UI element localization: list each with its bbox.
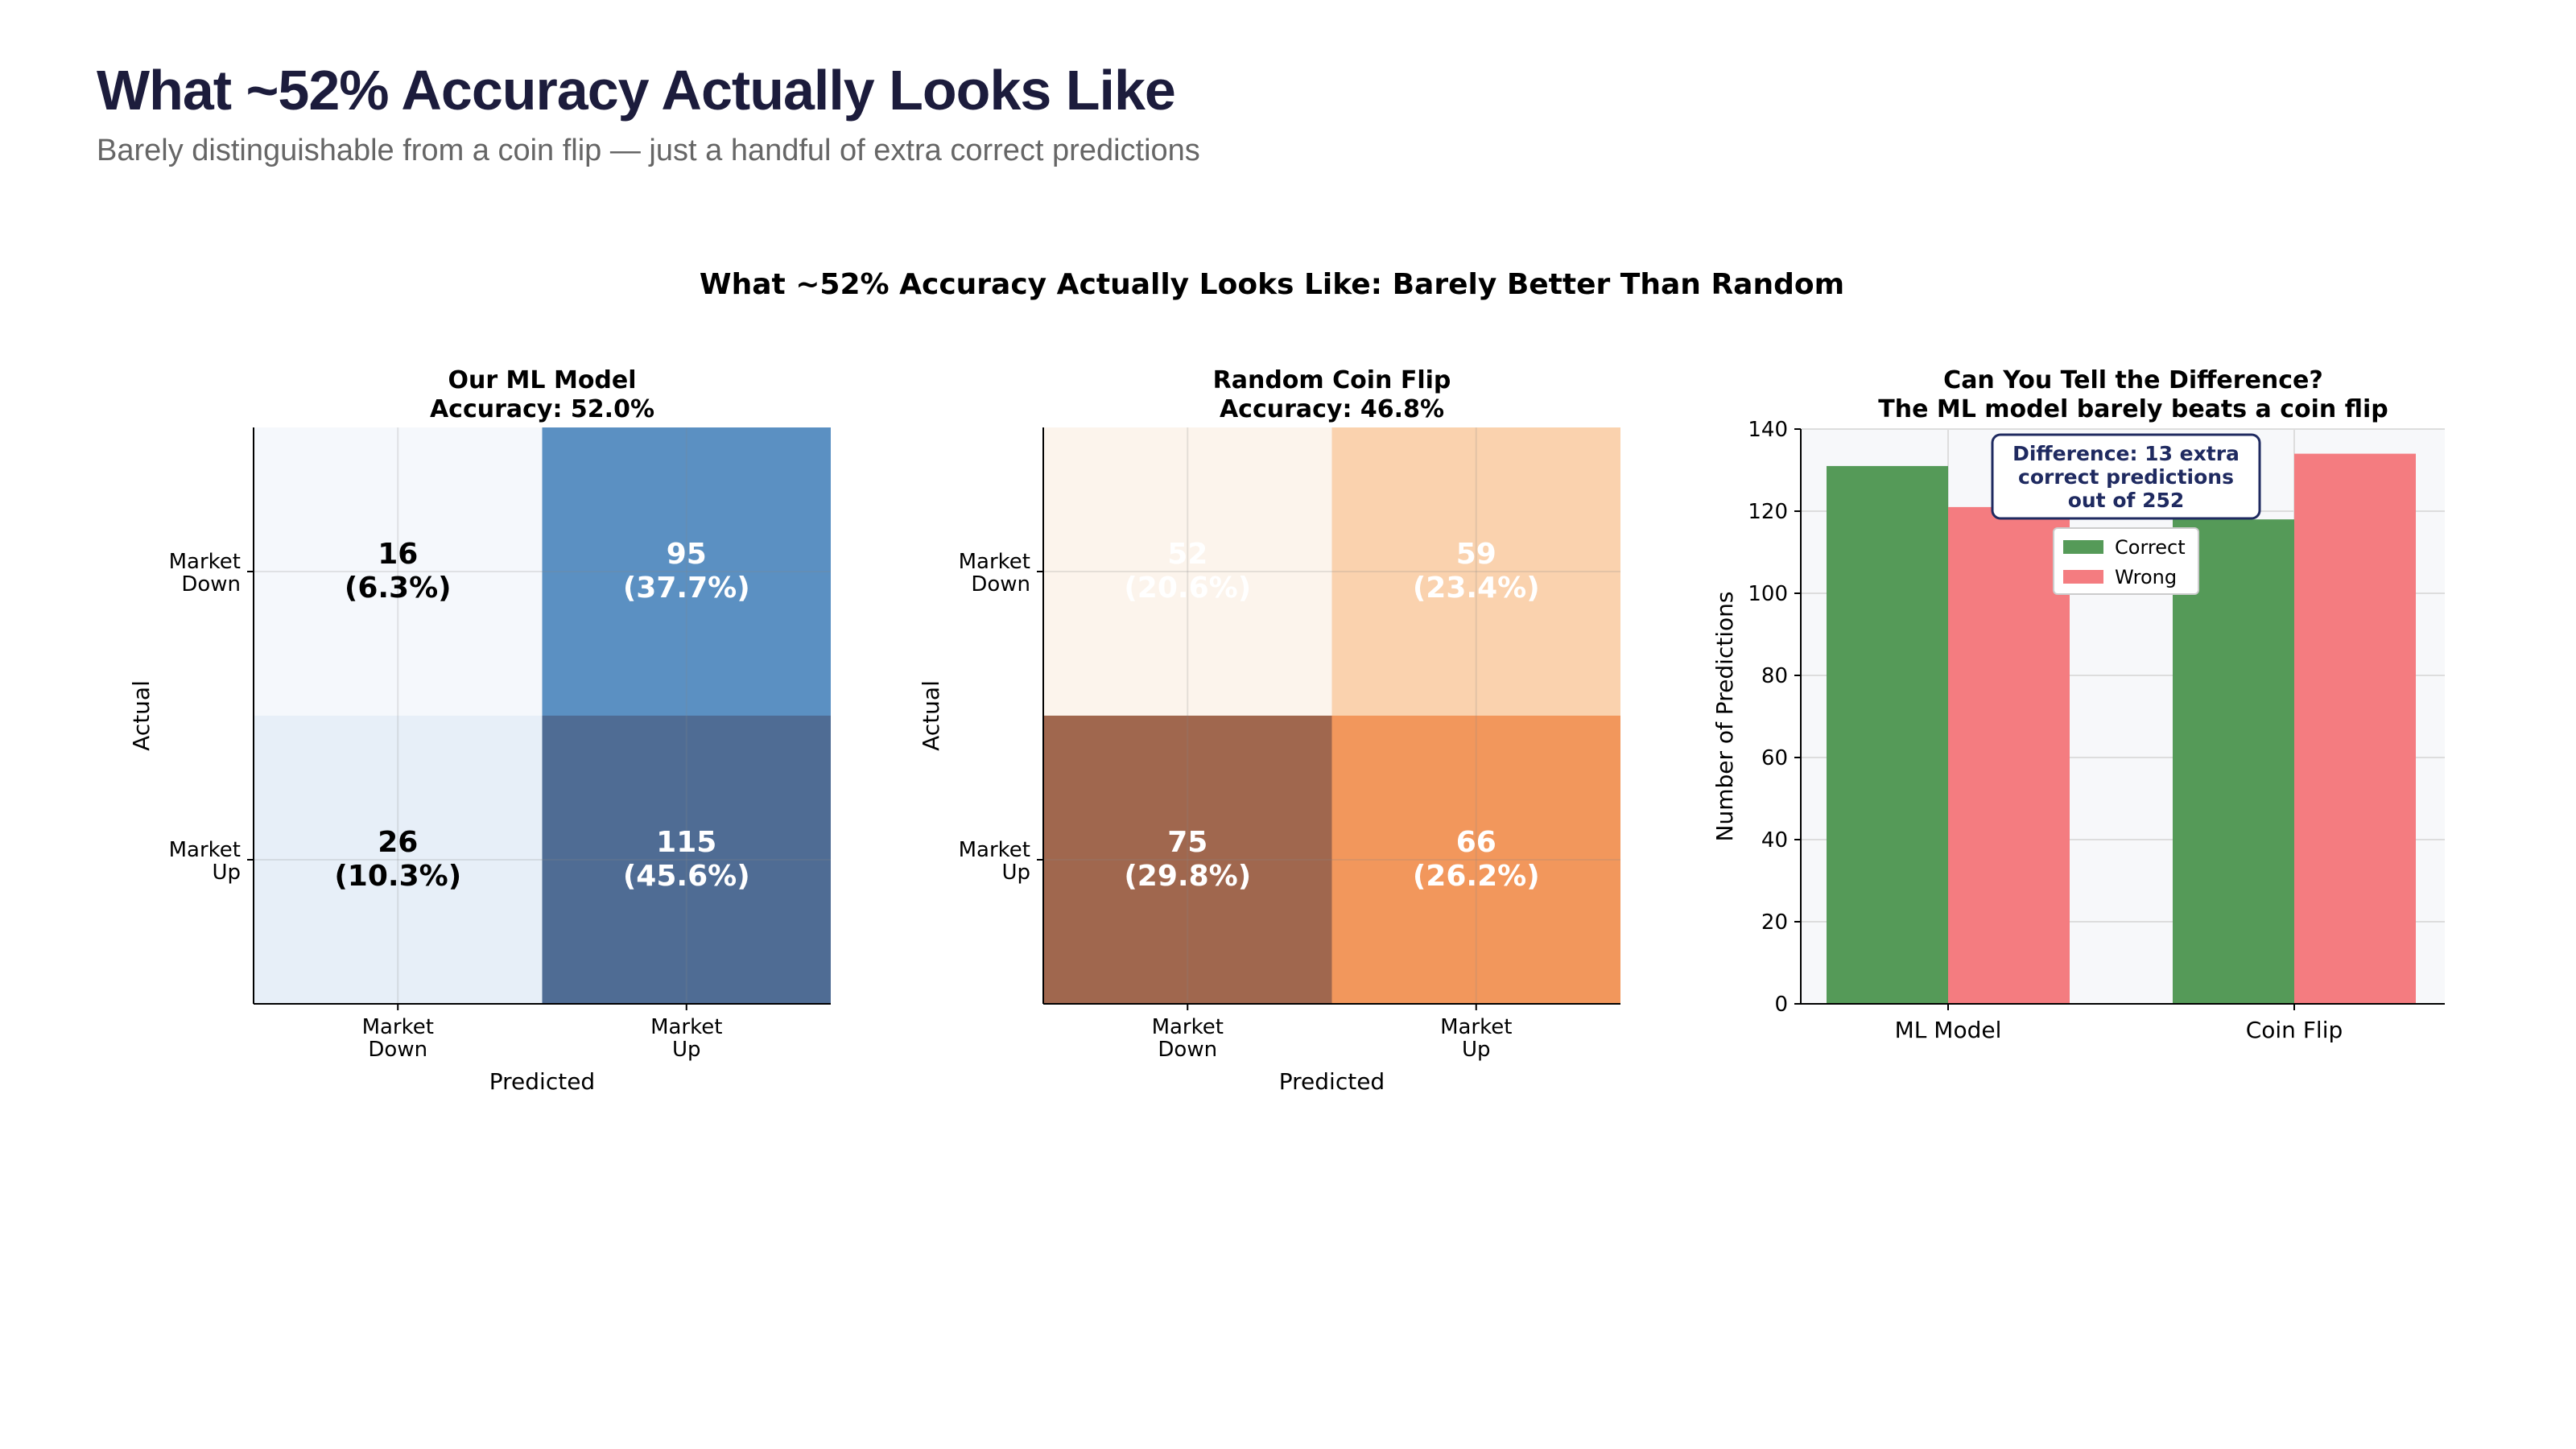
x-tick-label: Coin Flip: [2246, 1017, 2343, 1043]
heatmap-cell: [542, 427, 831, 716]
x-tick-label: Up: [672, 1038, 701, 1062]
page-title: What ~52% Accuracy Actually Looks Like: [97, 59, 1176, 122]
heatmap-cell: [254, 716, 543, 1004]
cell-count-label: 115: [656, 826, 716, 859]
legend-swatch-correct: [2063, 540, 2103, 554]
x-tick-label: Market: [1152, 1015, 1224, 1039]
cell-percent-label: (45.6%): [623, 860, 750, 893]
y-tick-label: Market: [169, 550, 241, 574]
cell-count-label: 26: [378, 826, 418, 859]
difference-annotation-text: Difference: 13 extra: [2013, 442, 2240, 465]
subplot-title: Can You Tell the Difference?: [1943, 366, 2323, 394]
cell-count-label: 75: [1167, 826, 1208, 859]
subplot-title-accuracy: Accuracy: 52.0%: [430, 395, 654, 423]
page-subtitle: Barely distinguishable from a coin flip …: [97, 134, 1200, 167]
subplot-title-accuracy: Accuracy: 46.8%: [1220, 395, 1444, 423]
heatmap-cell: [1043, 716, 1332, 1004]
cell-percent-label: (37.7%): [623, 572, 750, 605]
x-tick-label: ML Model: [1895, 1017, 2002, 1043]
y-tick-label: Down: [181, 572, 241, 597]
legend-label-correct: Correct: [2115, 536, 2186, 559]
x-tick-label: Market: [1440, 1015, 1512, 1039]
y-axis-label: Actual: [918, 680, 944, 751]
y-tick-label: 120: [1748, 500, 1788, 524]
heatmap-cell: [1331, 427, 1620, 716]
legend-label-wrong: Wrong: [2115, 566, 2177, 588]
bar-wrong-ml-model: [1948, 506, 2070, 1004]
y-tick-label: 0: [1774, 993, 1788, 1017]
y-axis-label: Actual: [128, 680, 155, 751]
y-tick-label: 20: [1761, 910, 1788, 935]
heatmap-cell: [542, 716, 831, 1004]
y-tick-label: Market: [169, 838, 241, 862]
x-tick-label: Up: [1462, 1038, 1491, 1062]
y-tick-label: 40: [1761, 828, 1788, 852]
difference-annotation-text: correct predictions: [2018, 465, 2234, 489]
x-tick-label: Market: [650, 1015, 722, 1039]
bar-wrong-coin-flip: [2294, 453, 2416, 1004]
heatmap-cell: [1043, 427, 1332, 716]
subplot-title: Our ML Model: [448, 366, 636, 394]
difference-annotation-box: [1991, 433, 2261, 520]
cell-percent-label: (23.4%): [1413, 572, 1540, 605]
x-tick-label: Market: [362, 1015, 434, 1039]
subplot-subtitle: The ML model barely beats a coin flip: [1878, 395, 2388, 423]
cell-count-label: 52: [1167, 538, 1208, 571]
cell-count-label: 95: [667, 538, 707, 571]
heatmap-cell: [254, 427, 543, 716]
y-tick-label: Market: [959, 838, 1030, 862]
cell-percent-label: (6.3%): [345, 572, 452, 605]
x-axis-label: Predicted: [1279, 1068, 1385, 1095]
legend-swatch-wrong: [2063, 570, 2103, 584]
cell-percent-label: (10.3%): [334, 860, 461, 893]
y-tick-label: Market: [959, 550, 1030, 574]
cell-count-label: 59: [1456, 538, 1496, 571]
figure-suptitle: What ~52% Accuracy Actually Looks Like: …: [700, 268, 1844, 301]
subplot-title: Random Coin Flip: [1213, 366, 1451, 394]
heatmap-cell: [1331, 716, 1620, 1004]
cell-count-label: 16: [378, 538, 418, 571]
x-axis-label: Predicted: [489, 1068, 595, 1095]
cell-percent-label: (29.8%): [1124, 860, 1251, 893]
cell-count-label: 66: [1456, 826, 1496, 859]
x-tick-label: Down: [1158, 1038, 1217, 1062]
y-tick-label: 100: [1748, 582, 1788, 606]
y-axis-label: Number of Predictions: [1711, 592, 1738, 842]
x-tick-label: Down: [368, 1038, 427, 1062]
cell-percent-label: (26.2%): [1413, 860, 1540, 893]
y-tick-label: 140: [1748, 418, 1788, 442]
y-tick-label: Up: [1001, 861, 1030, 885]
y-tick-label: Up: [212, 861, 241, 885]
y-tick-label: 80: [1761, 664, 1788, 688]
bar-correct-ml-model: [1827, 465, 1948, 1004]
cell-percent-label: (20.6%): [1124, 572, 1251, 605]
difference-annotation-text: out of 252: [2068, 489, 2185, 512]
comparison-bar-chart: Can You Tell the Difference?The ML model…: [1711, 366, 2445, 1043]
y-tick-label: Down: [971, 572, 1030, 597]
bar-correct-coin-flip: [2173, 519, 2294, 1004]
y-tick-label: 60: [1761, 746, 1788, 770]
